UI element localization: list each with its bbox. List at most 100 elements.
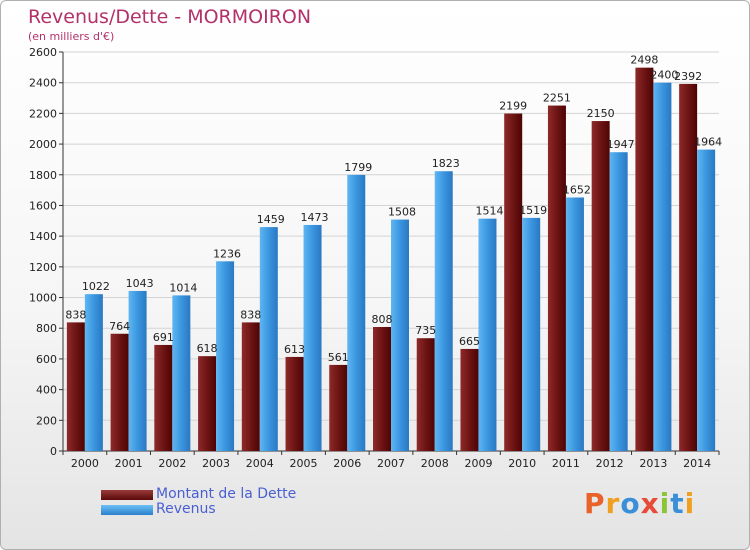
y-tick-label: 1200	[29, 261, 57, 274]
data-label-dette: 2199	[499, 100, 527, 113]
axes: 0 200 400 600 800 1000 1200 1400 1600 1800 2000 220…	[29, 46, 720, 470]
data-label-dette: 838	[65, 308, 86, 321]
bar-revenus	[697, 149, 716, 451]
data-label-dette: 691	[153, 331, 174, 344]
data-label-revenus: 1236	[213, 247, 241, 260]
y-tick-label: 0	[50, 445, 57, 458]
x-tick-label: 2003	[202, 457, 230, 470]
logo-letter: x	[640, 487, 660, 520]
bar-revenus	[303, 224, 322, 451]
data-label-dette: 2498	[630, 54, 658, 67]
data-label-revenus: 1823	[432, 157, 460, 170]
bar-revenus	[259, 227, 278, 451]
data-label-revenus: 1022	[82, 280, 110, 293]
logo-letter: i	[659, 487, 671, 520]
x-tick-label: 2012	[596, 457, 624, 470]
x-tick-label: 2007	[377, 457, 405, 470]
bar-dette	[504, 113, 523, 451]
data-label-revenus: 2400	[650, 69, 678, 82]
data-label-dette: 2392	[674, 70, 702, 83]
bar-revenus	[128, 290, 147, 451]
data-label-dette: 2251	[543, 92, 571, 105]
x-tick-label: 2014	[683, 457, 711, 470]
bar-dette	[635, 67, 654, 451]
data-label-dette: 808	[372, 313, 393, 326]
data-label-dette: 735	[415, 324, 436, 337]
y-tick-label: 400	[36, 384, 57, 397]
data-label-dette: 613	[284, 343, 305, 356]
bar-revenus	[172, 295, 191, 451]
bar-dette	[591, 121, 610, 452]
bar-revenus	[391, 219, 409, 451]
y-tick-label: 1600	[29, 199, 57, 212]
data-label-dette: 838	[240, 308, 261, 321]
data-labels: 838 1022 764 1043 691 1014 618 1236 838 1459 613 14…	[65, 54, 722, 364]
bar-dette	[66, 322, 85, 451]
bar-revenus	[653, 82, 672, 451]
data-label-revenus: 1014	[169, 281, 197, 294]
bar-dette	[198, 356, 217, 451]
x-tick-label: 2009	[464, 457, 492, 470]
bar-dette	[416, 338, 435, 451]
bar-dette	[679, 83, 698, 452]
y-tick-label: 2400	[29, 77, 57, 90]
legend-label-debt: Montant de la Dette	[156, 486, 297, 502]
data-label-revenus: 1514	[475, 205, 503, 218]
data-label-revenus: 1043	[126, 277, 154, 290]
bar-revenus	[434, 171, 453, 451]
y-tick-label: 2000	[29, 138, 57, 151]
bar-dette	[373, 327, 391, 451]
x-tick-label: 2008	[421, 457, 449, 470]
bar-dette	[329, 364, 348, 451]
logo-letter: t	[670, 487, 685, 520]
bar-revenus	[478, 218, 497, 451]
data-label-revenus: 1652	[563, 183, 591, 196]
data-label-revenus: 1519	[519, 204, 547, 217]
data-label-dette: 764	[109, 320, 130, 333]
y-tick-label: 1000	[29, 292, 57, 305]
bar-revenus	[84, 294, 103, 451]
data-label-dette: 2150	[587, 107, 615, 120]
bar-dette	[460, 348, 479, 451]
bar-dette	[154, 344, 173, 451]
bar-revenus	[216, 261, 235, 451]
data-label-dette: 665	[459, 335, 480, 348]
logo-letter: i	[684, 487, 696, 520]
x-tick-label: 2013	[639, 457, 667, 470]
data-label-revenus: 1473	[301, 211, 329, 224]
bar-dette	[241, 322, 260, 451]
y-tick-label: 600	[36, 353, 57, 366]
x-tick-label: 2010	[508, 457, 536, 470]
bars	[66, 67, 716, 452]
data-label-revenus: 1947	[607, 138, 635, 151]
bar-revenus	[565, 197, 584, 451]
x-tick-label: 2006	[333, 457, 361, 470]
data-label-revenus: 1799	[344, 161, 372, 174]
data-label-revenus: 1508	[388, 206, 416, 219]
bar-dette	[547, 105, 566, 451]
proxiti-logo: Proxiti	[584, 487, 695, 520]
y-tick-label: 2600	[29, 46, 57, 59]
chart-title: Revenus/Dette - MORMOIRON	[28, 6, 312, 28]
x-tick-label: 2004	[246, 457, 274, 470]
legend-swatch-revenus	[101, 505, 153, 515]
y-tick-label: 800	[36, 322, 57, 335]
data-label-revenus: 1459	[257, 213, 285, 226]
bar-dette	[285, 356, 304, 451]
x-tick-label: 2001	[115, 457, 143, 470]
y-tick-label: 2200	[29, 107, 57, 120]
data-label-revenus: 1964	[694, 136, 722, 149]
logo-letter: P	[584, 487, 606, 520]
y-tick-label: 200	[36, 414, 57, 427]
y-tick-label: 1400	[29, 230, 57, 243]
x-tick-label: 2000	[71, 457, 99, 470]
legend-swatch-debt	[101, 490, 153, 500]
legend-label-revenus: Revenus	[156, 501, 216, 517]
x-tick-label: 2002	[158, 457, 186, 470]
y-tick-label: 1800	[29, 169, 57, 182]
logo-letter: o	[620, 487, 641, 520]
bar-dette	[110, 333, 129, 451]
bar-revenus	[347, 174, 366, 451]
